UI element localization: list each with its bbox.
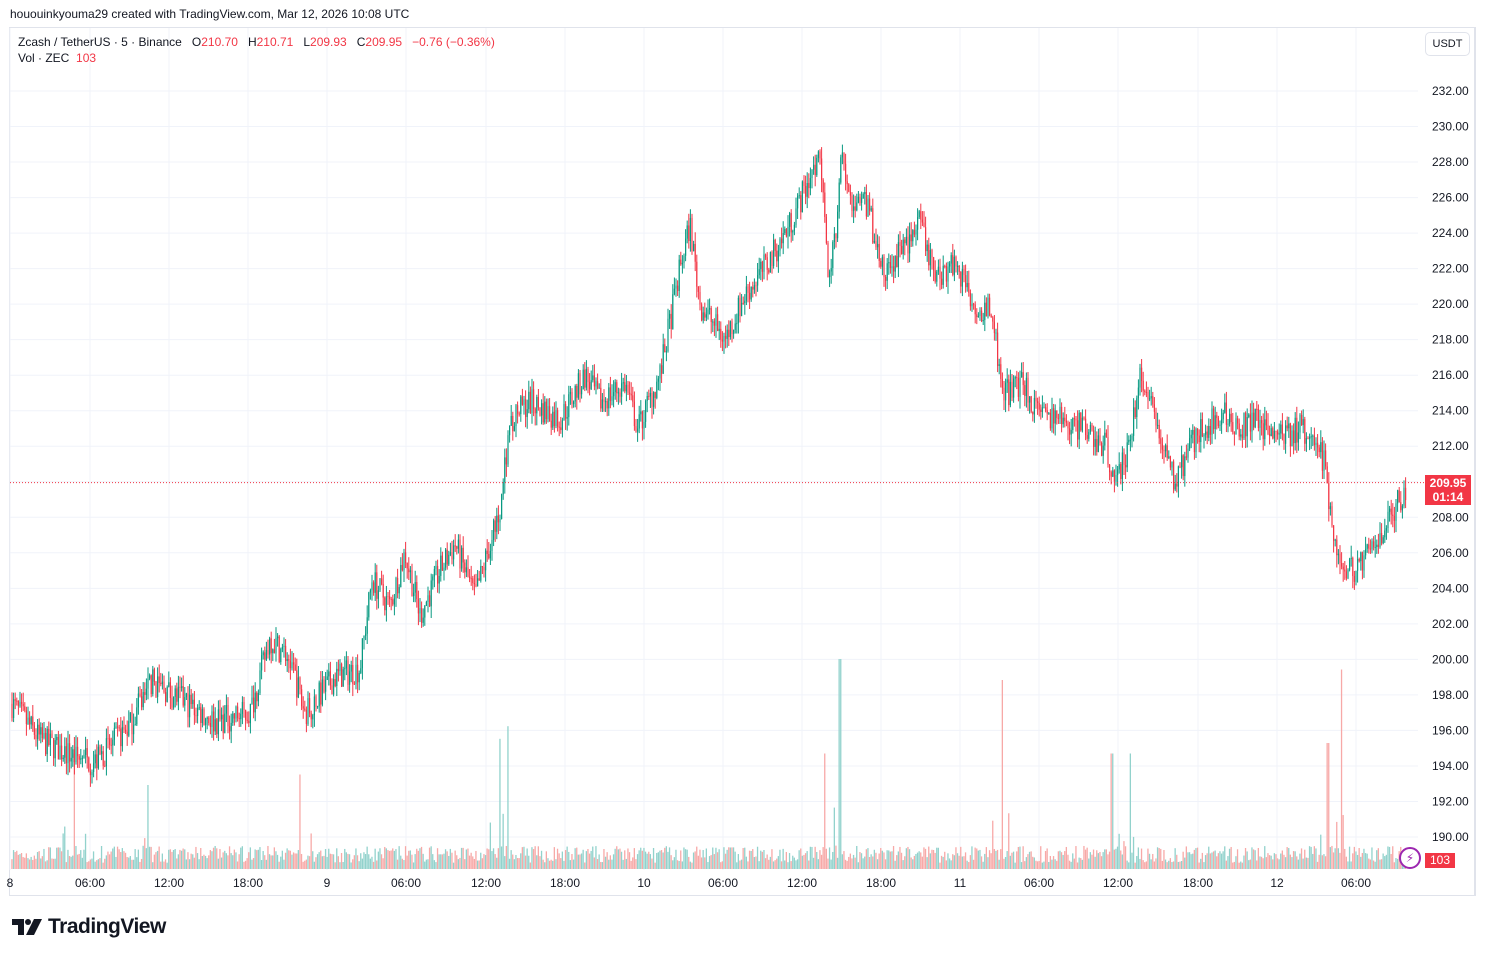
grid-lines [9, 28, 1418, 870]
logo-text: TradingView [48, 915, 166, 938]
time-tick: 18:00 [1183, 876, 1213, 890]
lightning-icon[interactable]: ⚡ [1399, 847, 1421, 869]
time-axis: 8 06:00 12:00 18:00 9 06:00 12:00 18:00 10 06:00 1… [7, 876, 1372, 890]
time-tick: 06:00 [708, 876, 738, 890]
time-tick: 18:00 [233, 876, 263, 890]
price-tick: 212.00 [1432, 439, 1469, 453]
price-tick: 232.00 [1432, 84, 1469, 98]
price-tick: 196.00 [1432, 723, 1469, 737]
last-price: 209.95 [1429, 476, 1467, 490]
close-value: 209.95 [365, 35, 403, 49]
time-tick: 12:00 [471, 876, 501, 890]
volume-tag: 103 [1425, 853, 1455, 868]
tradingview-logo[interactable]: TradingView [12, 915, 166, 939]
time-tick: 18:00 [866, 876, 896, 890]
time-tick: 06:00 [1024, 876, 1054, 890]
time-tick: 06:00 [391, 876, 421, 890]
candles [11, 144, 1407, 787]
price-tick: 206.00 [1432, 546, 1469, 560]
price-tick: 216.00 [1432, 368, 1469, 382]
tradingview-logo-icon [12, 919, 42, 935]
symbol-title[interactable]: Zcash / TetherUS · 5 · Binance [18, 35, 182, 49]
time-tick: 12:00 [154, 876, 184, 890]
time-tick: 18:00 [550, 876, 580, 890]
price-tick: 226.00 [1432, 191, 1469, 205]
volume-bars [11, 659, 1407, 869]
time-tick: 10 [637, 876, 651, 890]
price-tick: 220.00 [1432, 297, 1469, 311]
price-axis: 190.00 192.00 194.00 196.00 198.00 200.00 202.… [1432, 84, 1469, 844]
time-tick: 9 [324, 876, 331, 890]
low-value: 209.93 [310, 35, 347, 49]
time-tick: 12:00 [787, 876, 817, 890]
price-tick: 224.00 [1432, 226, 1469, 240]
open-value: 210.70 [201, 35, 238, 49]
price-tick: 214.00 [1432, 404, 1469, 418]
volume-label[interactable]: Vol · ZEC [18, 51, 70, 65]
price-tick: 202.00 [1432, 617, 1469, 631]
price-tick: 204.00 [1432, 581, 1469, 595]
time-tick: 11 [954, 876, 967, 890]
price-tick: 222.00 [1432, 262, 1469, 276]
price-tick: 230.00 [1432, 120, 1469, 134]
price-tick: 192.00 [1432, 794, 1469, 808]
last-price-tag: 209.95 01:14 [1425, 475, 1471, 505]
price-tick: 190.00 [1432, 830, 1469, 844]
ohlc-row: Zcash / TetherUS · 5 · Binance O210.70 H… [18, 35, 495, 49]
time-tick: 06:00 [1341, 876, 1371, 890]
price-tick: 198.00 [1432, 688, 1469, 702]
price-tick: 228.00 [1432, 155, 1469, 169]
time-tick: 12:00 [1103, 876, 1133, 890]
bar-countdown: 01:14 [1432, 490, 1464, 504]
high-value: 210.71 [256, 35, 294, 49]
price-tick: 208.00 [1432, 510, 1469, 524]
volume-value: 103 [76, 51, 97, 65]
chart-credit: hououinkyouma29 created with TradingView… [10, 7, 410, 21]
time-tick: 8 [7, 876, 14, 890]
time-tick: 12 [1270, 876, 1284, 890]
volume-row: Vol · ZEC 103 [18, 50, 495, 66]
chart-legend: Zcash / TetherUS · 5 · Binance O210.70 H… [18, 34, 495, 66]
time-tick: 06:00 [75, 876, 105, 890]
price-tick: 194.00 [1432, 759, 1469, 773]
change-value: −0.76 (−0.36%) [412, 35, 495, 49]
price-tick: 200.00 [1432, 652, 1469, 666]
price-tick: 218.00 [1432, 333, 1469, 347]
currency-button[interactable]: USDT [1425, 32, 1470, 56]
